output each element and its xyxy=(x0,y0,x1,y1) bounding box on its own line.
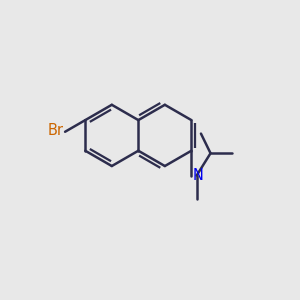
Text: N: N xyxy=(193,168,204,183)
Text: Br: Br xyxy=(48,123,64,138)
